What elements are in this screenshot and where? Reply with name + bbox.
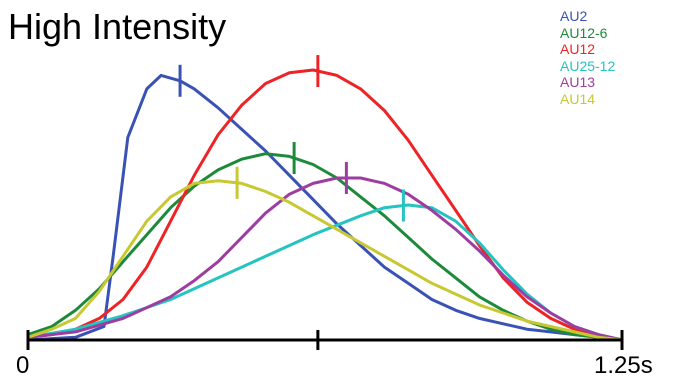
- legend-entry-au12: AU12: [560, 41, 596, 57]
- series-line-au12: [26, 68, 624, 342]
- x-tick-label-end: 1.25s: [594, 352, 653, 379]
- series-line-au14: [26, 179, 624, 342]
- x-tick-label-0: 0: [16, 352, 30, 379]
- chart-title: High Intensity: [8, 6, 227, 47]
- series-line-au2: [26, 73, 624, 342]
- series-line-au13: [26, 176, 624, 342]
- legend-entry-au25-12: AU25-12: [560, 57, 616, 74]
- legend-entry-au13: AU13: [560, 74, 596, 90]
- legend-entry-au2: AU2: [560, 8, 588, 24]
- legend-entry-au12-6: AU12-6: [560, 24, 608, 41]
- legend-entry-au14: AU14: [560, 90, 596, 107]
- legend: AU2 AU12-6 AU12 AU25-12 AU13 AU14: [560, 8, 615, 107]
